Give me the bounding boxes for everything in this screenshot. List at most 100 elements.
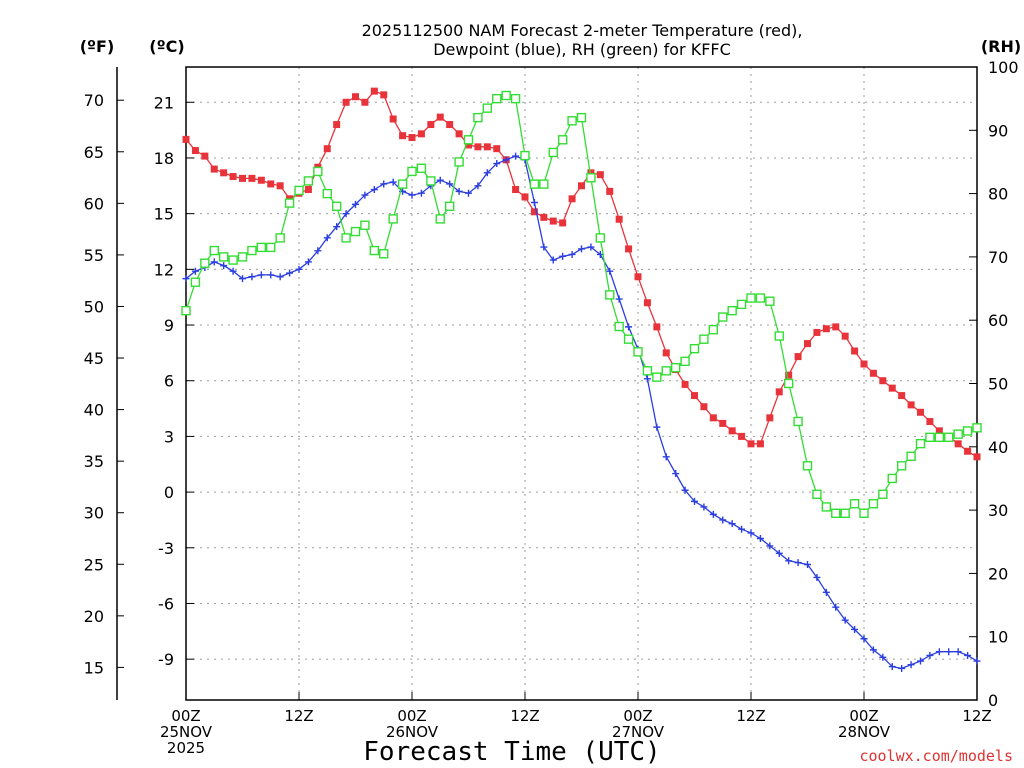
data-point [652, 372, 662, 382]
data-point [898, 392, 906, 400]
data-point [709, 510, 717, 518]
data-point [888, 663, 896, 671]
data-point [709, 414, 717, 422]
data-point [229, 173, 237, 181]
data-point [248, 174, 256, 182]
data-point [945, 648, 953, 656]
data-point [783, 378, 794, 389]
data-point [878, 489, 888, 499]
data-point [333, 121, 341, 129]
rh-tick-label: 30 [988, 501, 1008, 520]
data-point [672, 470, 680, 478]
data-point [333, 223, 341, 231]
data-point [661, 366, 671, 376]
data-point [416, 163, 427, 173]
celsius-unit-label: (ºC) [149, 37, 184, 56]
data-point [849, 499, 860, 509]
data-point [642, 366, 653, 376]
data-point [812, 489, 822, 499]
data-point [331, 201, 342, 211]
data-point [210, 258, 218, 266]
time-tick-label: 00Z [849, 707, 878, 725]
fahrenheit-tick-label: 65 [84, 143, 104, 162]
rh-tick-label: 80 [988, 185, 1008, 204]
data-point [587, 169, 595, 177]
fahrenheit-tick-label: 60 [84, 194, 104, 213]
time-tick-label: 28NOV [838, 723, 891, 741]
time-tick-label: 26NOV [386, 723, 439, 741]
rh-tick-label: 20 [988, 564, 1008, 583]
data-point [361, 98, 369, 106]
data-point [436, 176, 444, 184]
data-point [417, 130, 425, 138]
data-point [256, 242, 267, 253]
data-point [576, 112, 587, 123]
data-point [540, 213, 548, 221]
data-point [578, 182, 585, 190]
data-point [465, 141, 472, 149]
data-point [408, 134, 416, 142]
data-point [341, 233, 351, 243]
data-point [841, 332, 849, 340]
data-point [794, 559, 802, 567]
data-point [747, 440, 755, 448]
data-series [181, 87, 982, 672]
data-point [483, 143, 491, 151]
data-point [653, 323, 661, 331]
data-point [568, 195, 576, 203]
data-point [962, 426, 973, 436]
fahrenheit-tick-label: 45 [84, 349, 104, 368]
data-point [925, 432, 935, 443]
data-point [455, 187, 463, 195]
tick-labels: 211815129630-3-6-97065605550454035302520… [84, 58, 1019, 757]
data-point [785, 557, 793, 565]
data-point [182, 275, 190, 283]
data-point [520, 150, 530, 161]
celsius-tick-label: 18 [154, 149, 174, 168]
data-point [935, 648, 943, 656]
data-point [342, 210, 350, 218]
data-point [633, 347, 643, 357]
data-point [926, 651, 934, 659]
data-point [586, 173, 596, 183]
data-point [360, 220, 370, 230]
data-point [567, 116, 577, 126]
rh-tick-label: 50 [988, 375, 1008, 394]
data-point [822, 325, 830, 333]
data-point [700, 503, 708, 511]
data-point [907, 401, 915, 409]
data-point [427, 121, 435, 129]
celsius-tick-label: -3 [158, 539, 174, 558]
data-point [728, 520, 736, 528]
data-point [548, 147, 558, 158]
data-point [681, 380, 689, 388]
fahrenheit-tick-label: 70 [84, 91, 104, 110]
fahrenheit-tick-label: 25 [84, 555, 104, 574]
data-point [813, 328, 821, 336]
rh-unit-label: (RH) [981, 37, 1021, 56]
data-point [774, 331, 784, 341]
fahrenheit-tick-label: 20 [84, 607, 104, 626]
data-point [888, 384, 896, 392]
data-point [389, 115, 397, 123]
rh-tick-label: 60 [988, 311, 1008, 330]
data-point [218, 252, 229, 262]
data-point [303, 176, 314, 186]
data-point [304, 258, 312, 266]
data-point [557, 135, 568, 145]
data-point [380, 91, 388, 99]
data-point [860, 360, 868, 368]
time-tick-label: 00Z [623, 707, 652, 725]
data-point [436, 113, 444, 121]
data-point [821, 502, 832, 512]
celsius-tick-label: 3 [164, 427, 174, 446]
data-point [605, 290, 615, 300]
data-point [719, 516, 727, 524]
time-tick-label: 12Z [736, 707, 765, 725]
data-point [736, 299, 747, 310]
data-point [662, 349, 670, 357]
data-point [802, 461, 813, 471]
celsius-tick-label: -6 [158, 594, 174, 613]
data-point [482, 103, 493, 113]
